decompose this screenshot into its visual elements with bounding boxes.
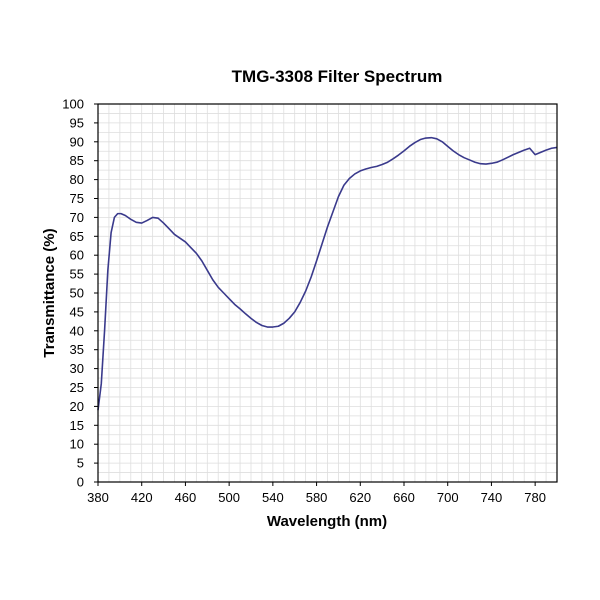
y-axis-ticks: 0 5 10 15 20 25 30 35 40 45 50 55 60 65 70 75 80 85 90 95 10… [62,97,98,490]
y-tick-label: 60 [70,248,84,263]
y-tick-label: 10 [70,437,84,452]
y-tick-label: 65 [70,229,84,244]
y-tick-label: 90 [70,134,84,149]
x-tick-label: 620 [349,490,371,505]
x-tick-label: 420 [131,490,153,505]
x-tick-label: 740 [481,490,503,505]
x-axis-ticks: 380 420 460 500 540 580 620 660 700 740 780 [87,482,546,505]
x-tick-label: 540 [262,490,284,505]
y-tick-label: 50 [70,286,84,301]
y-tick-label: 20 [70,399,84,414]
series-line [97,136,558,411]
y-tick-label: 95 [70,115,84,130]
y-tick-label: 55 [70,267,84,282]
y-tick-label: 0 [77,475,84,490]
y-tick-label: 75 [70,191,84,206]
x-tick-label: 700 [437,490,459,505]
x-tick-label: 660 [393,490,415,505]
chart-title: TMG-3308 Filter Spectrum [232,67,443,86]
y-tick-label: 35 [70,342,84,357]
y-tick-label: 100 [62,97,84,112]
y-tick-label: 70 [70,210,84,225]
y-tick-label: 5 [77,456,84,471]
x-axis-label: Wavelength (nm) [267,513,387,530]
x-tick-label: 380 [87,490,109,505]
y-tick-label: 45 [70,304,84,319]
y-tick-label: 80 [70,172,84,187]
y-tick-label: 40 [70,323,84,338]
x-tick-label: 500 [218,490,240,505]
y-tick-label: 85 [70,153,84,168]
y-tick-label: 30 [70,361,84,376]
x-tick-label: 460 [175,490,197,505]
grid [97,103,558,483]
y-axis-label: Transmittance (%) [41,228,58,357]
x-tick-label: 580 [306,490,328,505]
x-tick-label: 780 [524,490,546,505]
y-tick-label: 15 [70,418,84,433]
y-tick-label: 25 [70,380,84,395]
